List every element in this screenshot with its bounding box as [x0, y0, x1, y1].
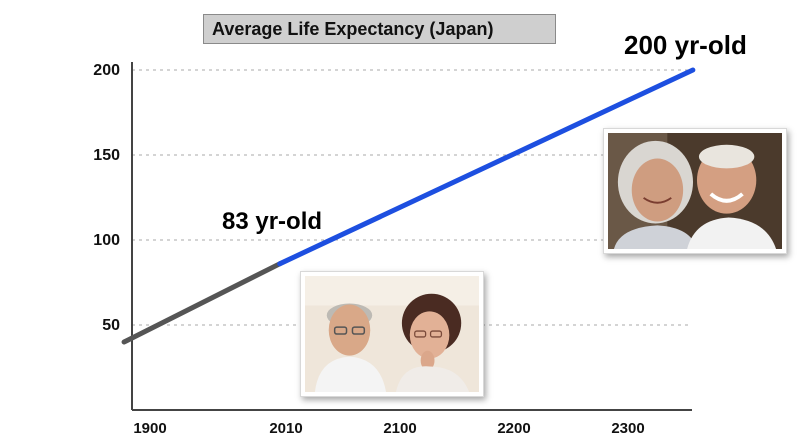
series-line-0	[121, 261, 283, 345]
x-tick-label-2300: 2300	[611, 420, 645, 437]
x-tick-label-2010: 2010	[269, 420, 303, 437]
chart-title: Average Life Expectancy (Japan)	[203, 14, 556, 44]
y-tick-label-50: 50	[102, 317, 120, 334]
annotation-83-yr-old: 83 yr-old	[222, 208, 323, 235]
y-tick-label-200: 200	[93, 62, 120, 79]
annotation-200-yr-old: 200 yr-old	[624, 30, 747, 60]
elderly-couple-photo-1	[300, 271, 484, 397]
x-tick-label-2100: 2100	[383, 420, 417, 437]
y-tick-label-100: 100	[93, 232, 120, 249]
elderly-couple-image-2	[608, 133, 782, 249]
y-tick-label-150: 150	[93, 147, 120, 164]
series-line-1	[277, 67, 696, 267]
elderly-couple-image-1	[305, 276, 479, 392]
x-tick-label-1900: 1900	[133, 420, 167, 437]
x-tick-label-2200: 2200	[497, 420, 531, 437]
elderly-couple-photo-2	[603, 128, 787, 254]
